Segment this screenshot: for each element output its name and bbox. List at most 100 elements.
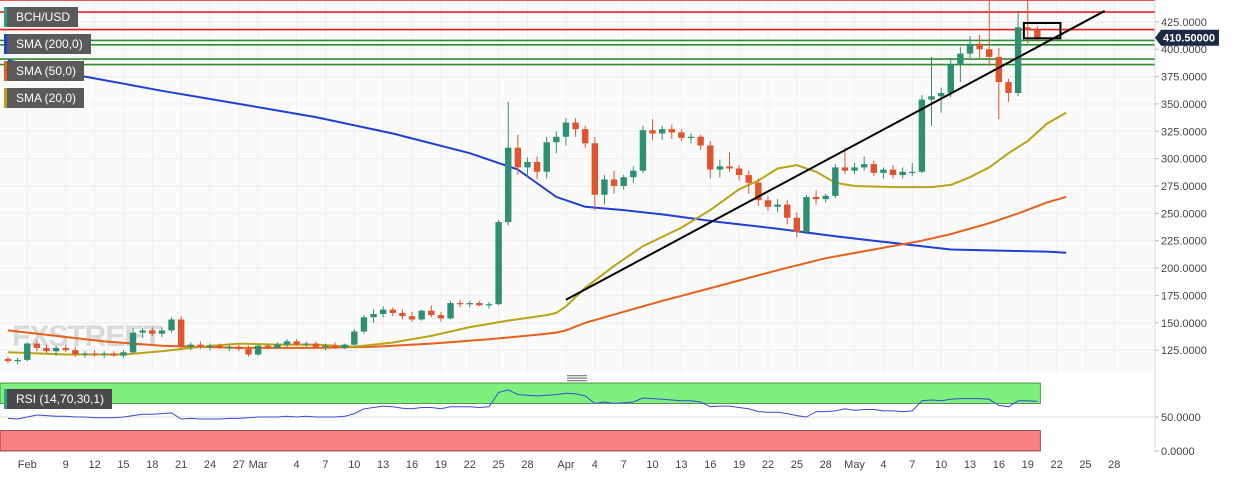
x-tick-label: 28: [1108, 459, 1120, 471]
candle-body: [678, 132, 685, 138]
candle-body: [24, 343, 31, 360]
candle-body: [649, 130, 656, 134]
x-tick-label: 21: [175, 459, 187, 471]
candle-body: [245, 349, 252, 355]
candle-body: [216, 345, 223, 348]
x-tick-label: 18: [146, 459, 158, 471]
candle-body: [582, 129, 589, 144]
candle-body: [601, 179, 608, 195]
x-tick-label: 22: [464, 459, 476, 471]
x-tick-label: 10: [646, 459, 658, 471]
candle-body: [1005, 82, 1012, 93]
panel-resize-handle[interactable]: [567, 375, 587, 382]
candle-body: [177, 319, 185, 347]
x-tick-label: 13: [675, 459, 687, 471]
candle-body: [572, 122, 579, 130]
x-tick-label: 13: [964, 459, 976, 471]
candle-body: [14, 359, 21, 362]
candle-body: [1024, 27, 1031, 30]
candle-body: [495, 222, 502, 305]
x-tick-label: 7: [621, 459, 627, 471]
y-tick-label: 200.0000: [1161, 263, 1207, 275]
x-tick-label: 22: [1050, 459, 1062, 471]
y-tick-label: 325.0000: [1161, 126, 1207, 138]
x-tick-label: 19: [435, 459, 447, 471]
candle-body: [995, 56, 1003, 83]
watermark: FXSTREET: [12, 320, 161, 353]
candle-body: [129, 332, 137, 353]
symbol-label[interactable]: BCH/USD: [4, 7, 79, 27]
x-tick-label: 10: [348, 459, 360, 471]
y-tick-label: 425.0000: [1161, 17, 1207, 29]
x-tick-label: Feb: [18, 459, 37, 471]
rsi-overbought-zone: [0, 382, 1041, 404]
x-tick-label: 24: [204, 459, 216, 471]
x-tick-label: Mar: [249, 459, 268, 471]
rsi-label[interactable]: RSI (14,70,30,1): [4, 389, 113, 409]
candle-body: [745, 175, 752, 183]
candle-body: [562, 122, 570, 137]
y-tick-label: 250.0000: [1161, 208, 1207, 220]
candle-body: [716, 166, 724, 170]
candle-body: [52, 347, 60, 352]
x-tick-label: 25: [1079, 459, 1091, 471]
candle-body: [341, 344, 348, 348]
y-tick-label: 400.0000: [1161, 44, 1207, 56]
candle-body: [81, 353, 89, 355]
sma200-label[interactable]: SMA (200,0): [4, 34, 91, 54]
candle-body: [726, 166, 733, 169]
x-tick-label: 10: [935, 459, 947, 471]
y-tick-label: 275.0000: [1161, 181, 1207, 193]
candle-body: [697, 136, 704, 146]
candle-body: [206, 345, 214, 347]
candle-body: [784, 204, 791, 218]
candle-body: [841, 167, 849, 171]
y-tick-label: 175.0000: [1161, 290, 1207, 302]
candle-body: [889, 169, 897, 176]
rsi-tick-label: 0.0000: [1161, 446, 1195, 458]
rsi-oversold-zone: [0, 430, 1041, 452]
candle-body: [264, 345, 271, 348]
y-tick-label: 150.0000: [1161, 318, 1207, 330]
candle-body: [91, 353, 98, 355]
x-tick-label: 12: [88, 459, 100, 471]
candle-body: [620, 177, 627, 186]
rsi-tick-label: 50.0000: [1161, 412, 1201, 424]
y-tick-label: 125.0000: [1161, 345, 1207, 357]
candle-body: [947, 64, 954, 93]
candle-body: [158, 330, 166, 334]
candle-body: [62, 347, 69, 351]
candle-body: [485, 304, 493, 306]
candle-body: [735, 168, 743, 176]
sma20-label-text: SMA (20,0): [16, 91, 77, 105]
candle-body: [803, 196, 810, 232]
candle-body: [101, 353, 108, 355]
candle-body: [639, 130, 647, 171]
sma20-swatch: [4, 88, 7, 108]
sma50-label[interactable]: SMA (50,0): [4, 61, 85, 81]
candle-body: [447, 303, 454, 319]
x-tick-label: 28: [521, 459, 533, 471]
sma20-label[interactable]: SMA (20,0): [4, 88, 85, 108]
candle-body: [254, 345, 262, 355]
x-tick-label: 28: [820, 459, 832, 471]
candle-body: [553, 136, 560, 143]
sma50-swatch: [4, 61, 7, 81]
candle-body: [630, 170, 637, 178]
candle-body: [543, 142, 550, 172]
candle-body: [235, 346, 243, 350]
candle-body: [668, 129, 675, 133]
candle-body: [399, 312, 406, 317]
candle-body: [514, 147, 522, 168]
candle-body: [937, 93, 945, 97]
rsi-line: [7, 389, 1038, 420]
candle-body: [274, 344, 281, 348]
highlight-box: [1022, 21, 1062, 40]
y-tick-label: 350.0000: [1161, 99, 1207, 111]
x-tick-label: 7: [909, 459, 915, 471]
candle-body: [139, 330, 146, 333]
symbol-swatch: [4, 7, 7, 27]
candle-body: [687, 136, 695, 138]
candle-body: [120, 352, 127, 356]
